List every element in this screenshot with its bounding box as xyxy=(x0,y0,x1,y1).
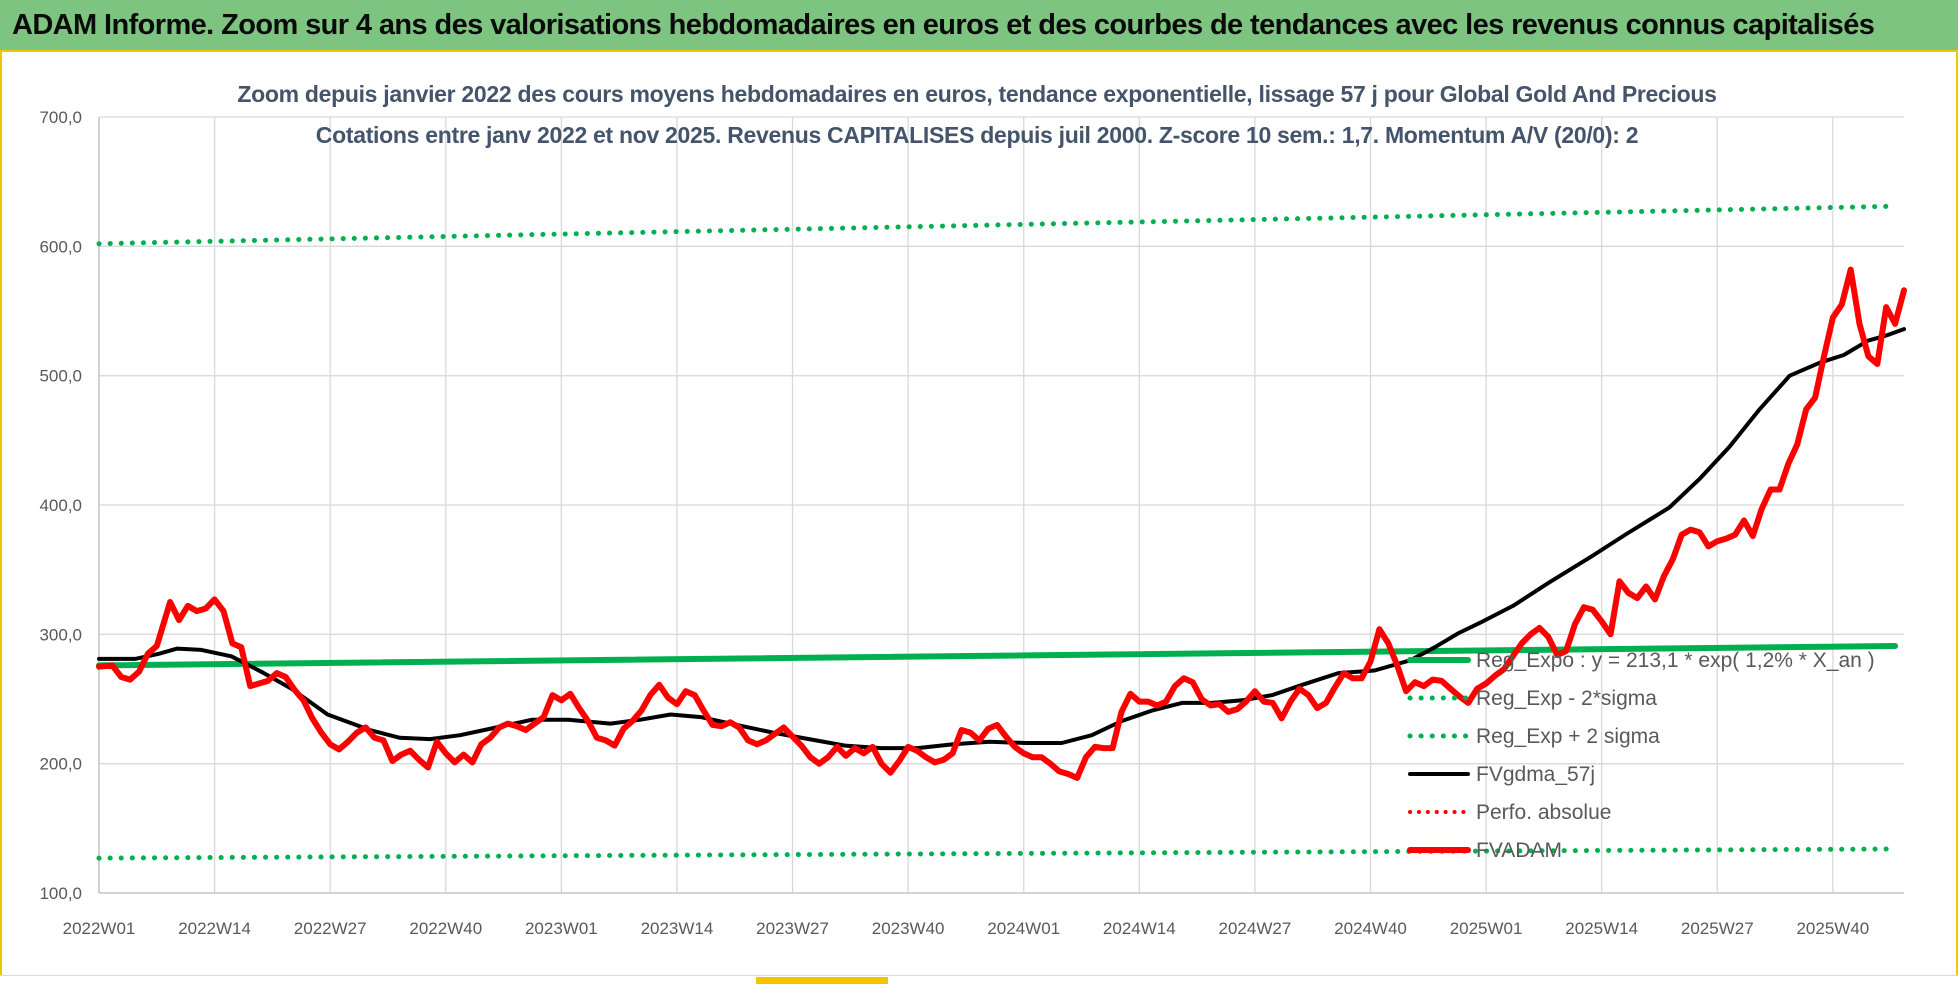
legend-label: FVgdma_57j xyxy=(1476,763,1595,786)
x-tick-label: 2025W27 xyxy=(1681,919,1754,938)
x-tick-label: 2022W14 xyxy=(178,919,251,938)
report-header: ADAM Informe. Zoom sur 4 ans des valoris… xyxy=(0,0,1958,52)
x-tick-label: 2024W27 xyxy=(1219,919,1292,938)
bottom-scrollbar[interactable] xyxy=(0,975,1958,985)
report-title: ADAM Informe. Zoom sur 4 ans des valoris… xyxy=(12,9,1875,41)
y-tick-label: 300,0 xyxy=(39,625,82,644)
y-tick-label: 500,0 xyxy=(39,367,82,386)
x-tick-label: 2023W27 xyxy=(756,919,829,938)
legend-label: Perfo. absolue xyxy=(1476,801,1611,824)
series-line-fvgdma-57j xyxy=(97,327,1906,751)
series-line-fvadam xyxy=(96,266,1907,781)
y-tick-label: 100,0 xyxy=(39,884,82,903)
chart-legend: Reg_Expo : y = 213,1 * exp( 1,2% * X_an … xyxy=(1407,649,1875,862)
chart-title: Zoom depuis janvier 2022 des cours moyen… xyxy=(237,81,1716,107)
x-tick-label: 2025W01 xyxy=(1450,919,1523,938)
y-tick-label: 200,0 xyxy=(39,755,82,774)
x-tick-label: 2022W40 xyxy=(409,919,482,938)
legend-label: Reg_Exp + 2 sigma xyxy=(1476,725,1660,748)
x-tick-label: 2022W01 xyxy=(63,919,136,938)
x-tick-label: 2025W14 xyxy=(1565,919,1638,938)
x-tick-label: 2024W01 xyxy=(987,919,1060,938)
bottom-scrollbar-thumb[interactable] xyxy=(756,977,888,984)
y-tick-label: 700,0 xyxy=(39,108,82,127)
series-line-reg-expo-y-213-1-exp-1-2-x-an xyxy=(96,643,1899,669)
x-tick-label: 2022W27 xyxy=(294,919,367,938)
legend-label: FVADAM xyxy=(1476,839,1562,862)
x-tick-label: 2023W14 xyxy=(641,919,714,938)
frame-right-edge xyxy=(1956,52,1958,984)
y-axis: 100,0 200,0 300,0 400,0 500,0 600,0 700,0 xyxy=(39,108,82,903)
y-tick-label: 600,0 xyxy=(39,237,82,256)
x-tick-label: 2024W14 xyxy=(1103,919,1176,938)
x-tick-label: 2023W01 xyxy=(525,919,598,938)
x-tick-label: 2025W40 xyxy=(1796,919,1869,938)
plot-series xyxy=(96,203,1907,861)
chart-grid xyxy=(98,116,1904,894)
chart-subtitle: Cotations entre janv 2022 et nov 2025. R… xyxy=(316,122,1638,148)
series-line-reg-exp-2-sigma xyxy=(96,203,1898,247)
legend-label: Reg_Exp - 2*sigma xyxy=(1476,687,1657,710)
x-tick-label: 2023W40 xyxy=(872,919,945,938)
x-axis: 2022W01 2022W14 2022W27 2022W40 2023W01 2023W… xyxy=(63,919,1870,938)
legend-label: Reg_Expo : y = 213,1 * exp( 1,2% * X_an … xyxy=(1476,649,1875,672)
y-tick-label: 400,0 xyxy=(39,496,82,515)
frame-left-edge xyxy=(0,52,2,984)
x-tick-label: 2024W40 xyxy=(1334,919,1407,938)
series-line-reg-exp-2-sigma xyxy=(96,846,1898,861)
